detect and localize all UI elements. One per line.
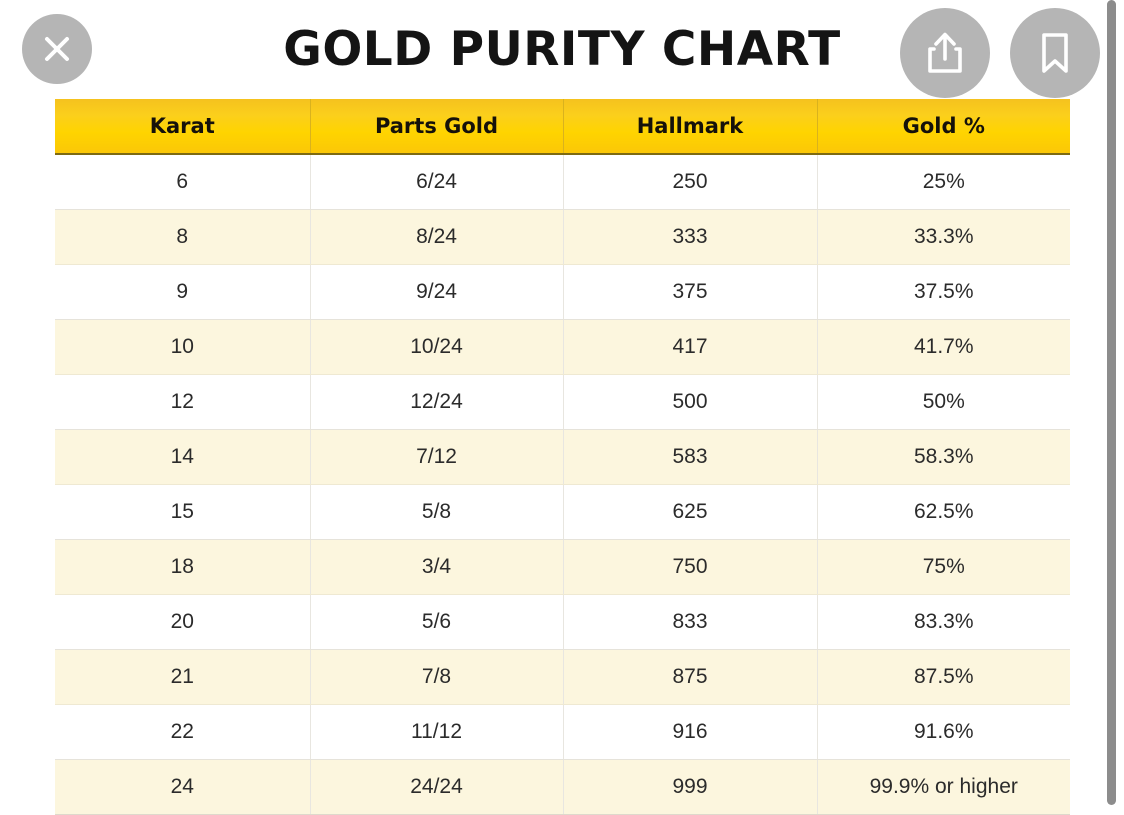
table-row: 14 7/12 583 58.3% <box>55 429 1070 485</box>
cell-parts-gold: 7/8 <box>310 649 564 705</box>
gold-purity-table-container: Karat Parts Gold Hallmark Gold % 6 6/24 … <box>55 99 1070 815</box>
cell-karat: 24 <box>55 759 311 815</box>
cell-parts-gold: 8/24 <box>310 209 564 265</box>
cell-karat: 6 <box>55 154 311 210</box>
cell-karat: 8 <box>55 209 311 265</box>
cell-hallmark: 625 <box>563 484 818 540</box>
cell-karat: 15 <box>55 484 311 540</box>
cell-karat: 20 <box>55 594 311 650</box>
cell-parts-gold: 6/24 <box>310 154 564 210</box>
table-row: 21 7/8 875 87.5% <box>55 649 1070 705</box>
column-header-karat: Karat <box>55 99 311 155</box>
column-header-gold-percent: Gold % <box>817 99 1070 155</box>
cell-hallmark: 750 <box>563 539 818 595</box>
table-row: 6 6/24 250 25% <box>55 154 1070 210</box>
cell-hallmark: 417 <box>563 319 818 375</box>
table-row: 20 5/6 833 83.3% <box>55 594 1070 650</box>
bookmark-icon <box>1036 30 1074 76</box>
cell-hallmark: 999 <box>563 759 818 815</box>
cell-hallmark: 333 <box>563 209 818 265</box>
cell-hallmark: 875 <box>563 649 818 705</box>
cell-karat: 12 <box>55 374 311 430</box>
cell-hallmark: 375 <box>563 264 818 320</box>
cell-gold-percent: 62.5% <box>817 484 1070 540</box>
table-row: 15 5/8 625 62.5% <box>55 484 1070 540</box>
share-icon <box>924 30 966 76</box>
cell-gold-percent: 25% <box>817 154 1070 210</box>
table-header-row: Karat Parts Gold Hallmark Gold % <box>55 99 1070 155</box>
cell-gold-percent: 50% <box>817 374 1070 430</box>
cell-gold-percent: 87.5% <box>817 649 1070 705</box>
page-title: GOLD PURITY CHART <box>283 22 841 77</box>
table-row: 10 10/24 417 41.7% <box>55 319 1070 375</box>
cell-parts-gold: 24/24 <box>310 759 564 815</box>
share-button[interactable] <box>900 8 990 98</box>
cell-parts-gold: 9/24 <box>310 264 564 320</box>
vertical-scrollbar[interactable] <box>1107 0 1116 805</box>
column-header-parts-gold: Parts Gold <box>310 99 564 155</box>
table-row: 24 24/24 999 99.9% or higher <box>55 759 1070 815</box>
cell-karat: 14 <box>55 429 311 485</box>
cell-gold-percent: 75% <box>817 539 1070 595</box>
cell-gold-percent: 58.3% <box>817 429 1070 485</box>
table-row: 9 9/24 375 37.5% <box>55 264 1070 320</box>
bookmark-button[interactable] <box>1010 8 1100 98</box>
cell-parts-gold: 3/4 <box>310 539 564 595</box>
cell-gold-percent: 83.3% <box>817 594 1070 650</box>
cell-hallmark: 833 <box>563 594 818 650</box>
cell-hallmark: 250 <box>563 154 818 210</box>
cell-karat: 18 <box>55 539 311 595</box>
table-body: 6 6/24 250 25% 8 8/24 333 33.3% 9 9/24 3… <box>55 154 1070 815</box>
top-toolbar: GOLD PURITY CHART <box>0 0 1124 100</box>
cell-karat: 10 <box>55 319 311 375</box>
cell-hallmark: 500 <box>563 374 818 430</box>
table-row: 8 8/24 333 33.3% <box>55 209 1070 265</box>
cell-gold-percent: 37.5% <box>817 264 1070 320</box>
cell-gold-percent: 33.3% <box>817 209 1070 265</box>
cell-parts-gold: 5/6 <box>310 594 564 650</box>
cell-parts-gold: 5/8 <box>310 484 564 540</box>
close-icon <box>40 32 74 66</box>
cell-gold-percent: 99.9% or higher <box>817 759 1070 815</box>
close-button[interactable] <box>22 14 92 84</box>
gold-purity-table: Karat Parts Gold Hallmark Gold % 6 6/24 … <box>55 99 1070 815</box>
cell-karat: 22 <box>55 704 311 760</box>
table-row: 18 3/4 750 75% <box>55 539 1070 595</box>
cell-karat: 9 <box>55 264 311 320</box>
cell-parts-gold: 7/12 <box>310 429 564 485</box>
column-header-hallmark: Hallmark <box>563 99 818 155</box>
cell-parts-gold: 11/12 <box>310 704 564 760</box>
cell-parts-gold: 10/24 <box>310 319 564 375</box>
cell-gold-percent: 41.7% <box>817 319 1070 375</box>
cell-gold-percent: 91.6% <box>817 704 1070 760</box>
table-row: 12 12/24 500 50% <box>55 374 1070 430</box>
cell-karat: 21 <box>55 649 311 705</box>
cell-hallmark: 583 <box>563 429 818 485</box>
table-row: 22 11/12 916 91.6% <box>55 704 1070 760</box>
cell-parts-gold: 12/24 <box>310 374 564 430</box>
cell-hallmark: 916 <box>563 704 818 760</box>
